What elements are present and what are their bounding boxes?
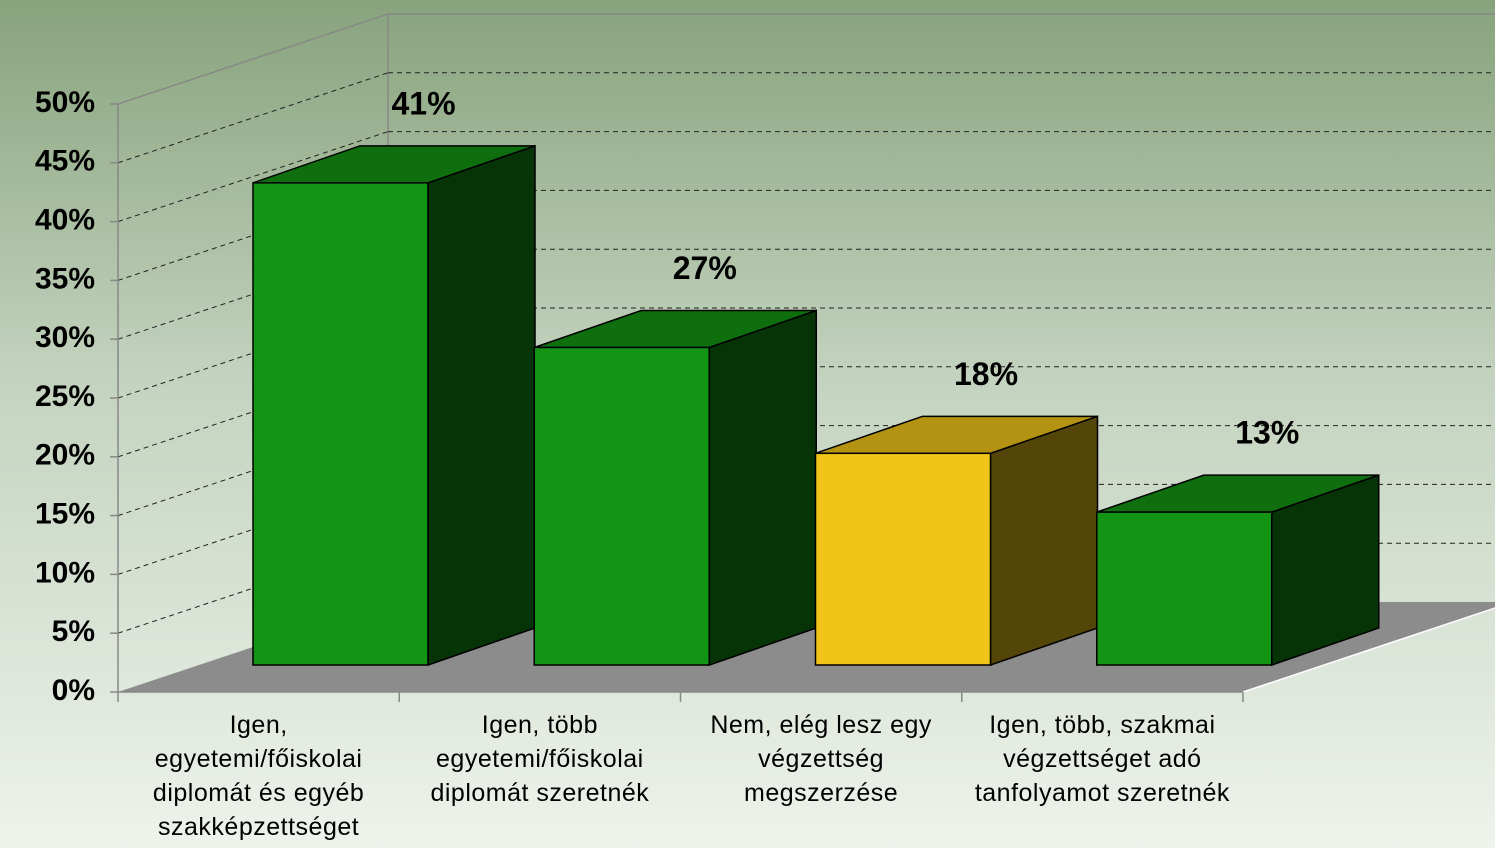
x-tick-label: Igen, egyetemi/főiskolai diplomát és egy…: [152, 711, 365, 841]
y-tick-label: 20%: [35, 439, 95, 472]
grid-line: [117, 131, 389, 223]
bar-side: [708, 309, 817, 667]
value-label: 27%: [673, 250, 737, 286]
y-tick-label: 0%: [52, 674, 95, 707]
bar: [533, 346, 710, 666]
y-tick-label: 10%: [35, 556, 95, 589]
side-wall-top: [117, 13, 389, 105]
x-tick-label: Nem, elég lesz egy végzettség megszerzés…: [710, 711, 932, 807]
bar: [814, 452, 992, 666]
y-tick-label: 25%: [35, 380, 95, 413]
y-tick-label: 5%: [52, 615, 95, 648]
y-tick-label: 45%: [35, 145, 95, 178]
value-label: 18%: [954, 356, 1018, 392]
y-tick-label: 30%: [35, 321, 95, 354]
x-tick-label: Igen, több, szakmai végzettséget adó tan…: [974, 711, 1230, 807]
bar-side: [989, 415, 1099, 667]
bar: [1096, 511, 1273, 666]
grid-line: [117, 72, 389, 164]
value-label: 13%: [1235, 415, 1299, 451]
bar: [252, 182, 429, 666]
x-tick-label: Igen, több egyetemi/főiskolai diplomát s…: [430, 711, 650, 807]
y-tick-label: 50%: [35, 86, 95, 119]
y-tick-label: 35%: [35, 262, 95, 295]
floor-right-edge: [1242, 607, 1495, 693]
bar-side: [427, 144, 536, 667]
y-tick-label: 15%: [35, 498, 95, 531]
y-tick-label: 40%: [35, 204, 95, 237]
value-label: 41%: [391, 85, 455, 121]
